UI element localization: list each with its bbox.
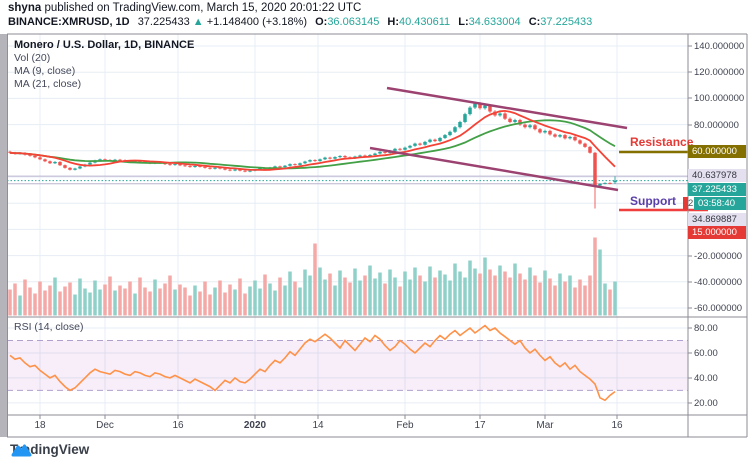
tradingview-logo-icon: [11, 444, 32, 457]
price-axis-label: 100.000000: [694, 92, 745, 104]
time-axis-label: 14: [312, 420, 324, 431]
price-axis-label: -60.000000: [694, 302, 743, 314]
symbol-ohlc-line: BINANCE:XMRUSD, 1D 37.225433 ▲ +1.148400…: [8, 16, 592, 28]
high-value: 40.430611: [398, 16, 451, 28]
rsi-axis-label: 40.00: [694, 372, 718, 384]
price-axis-badge: 60.000000: [688, 144, 746, 158]
ma21-indicator-label: MA (21, close): [14, 78, 82, 90]
time-axis-label: 2020: [243, 420, 267, 431]
chart-title: Monero / U.S. Dollar, 1D, BINANCE: [14, 39, 195, 51]
rsi-axis-label: 80.00: [694, 322, 718, 334]
attribution-line: shyna published on TradingView.com, Marc…: [8, 2, 361, 14]
time-axis-label: Dec: [96, 420, 114, 431]
left-edge-strip: [0, 34, 8, 437]
open-value: 36.063145: [327, 16, 380, 28]
time-axis-label: Feb: [396, 420, 414, 431]
price-axis-label: 80.000000: [694, 119, 739, 131]
high-label: H:: [387, 16, 399, 28]
price-axis-label: 120.000000: [694, 66, 745, 78]
rsi-indicator-label[interactable]: RSI (14, close): [14, 321, 84, 333]
volume-indicator-label: Vol (20): [14, 52, 51, 64]
price-pane-legend[interactable]: Monero / U.S. Dollar, 1D, BINANCE Vol (2…: [14, 39, 194, 91]
price-axis-badge: 34.869887: [688, 212, 746, 226]
attribution-text: published on TradingView.com, March 15, …: [41, 2, 362, 14]
rsi-axis-label: 60.00: [694, 347, 718, 359]
hidden-label-fragment: 2: [688, 197, 694, 209]
author-name: shyna: [8, 2, 42, 14]
price-axis-label: 140.000000: [694, 40, 745, 52]
time-axis-label: 16: [172, 420, 184, 431]
rsi-axis-label: 20.00: [694, 397, 718, 409]
price-axis-label: -20.000000: [694, 250, 743, 262]
hidden-label-sliver: [683, 196, 688, 210]
price-axis-badge: 15.000000: [688, 225, 746, 239]
close-value: 37.225433: [540, 16, 593, 28]
time-axis-label: Mar: [536, 420, 554, 431]
low-label: L:: [458, 16, 469, 28]
price-change: +1.148400 (+3.18%): [206, 16, 308, 28]
close-label: C:: [528, 16, 541, 28]
time-axis-label: 18: [34, 420, 46, 431]
resistance-annotation[interactable]: Resistance: [630, 135, 694, 149]
support-annotation[interactable]: Support: [630, 194, 676, 208]
up-arrow-icon: ▲: [192, 16, 204, 28]
time-axis-label: 16: [611, 420, 623, 431]
last-price: 37.225433: [137, 16, 190, 28]
price-axis-badge: 03:58:40: [694, 196, 746, 210]
low-value: 34.633004: [468, 16, 521, 28]
price-axis-badge: 37.225433: [688, 182, 746, 196]
tradingview-logo[interactable]: TradingView: [10, 442, 89, 457]
price-axis-label: -40.000000: [694, 276, 743, 288]
open-label: O:: [315, 16, 328, 28]
ma9-indicator-label: MA (9, close): [14, 65, 76, 77]
symbol-name: BINANCE:XMRUSD, 1D: [8, 16, 130, 28]
price-axis-badge: 40.637978: [688, 168, 746, 182]
time-axis-label: 17: [474, 420, 486, 431]
